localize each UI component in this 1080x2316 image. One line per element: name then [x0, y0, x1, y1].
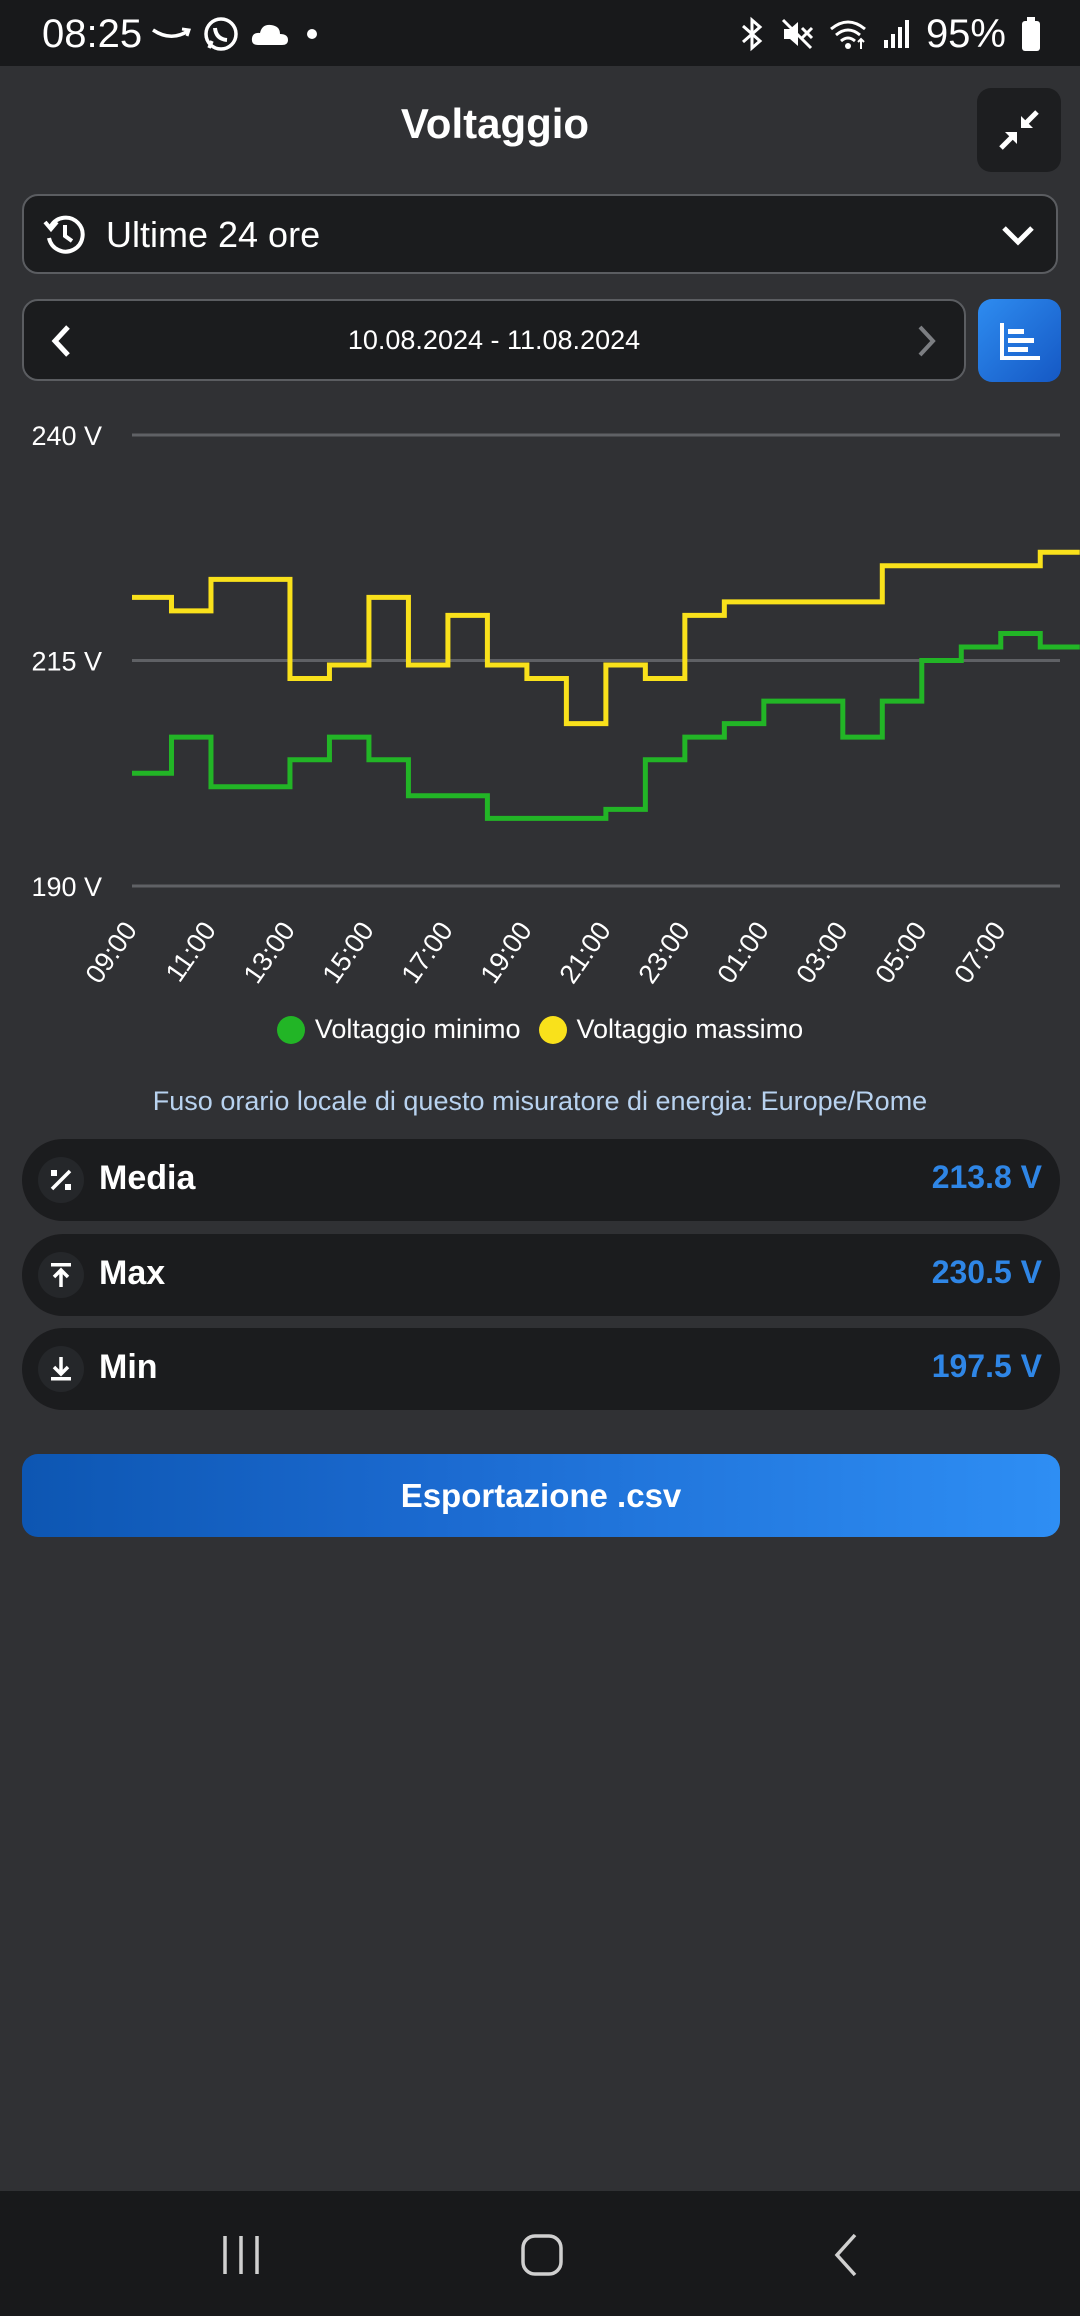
- x-tick-label: 19:00: [474, 916, 537, 989]
- stat-icon-wrap: [38, 1346, 84, 1392]
- voltage-chart-svg: 240 V 215 V 190 V 09:00 11:00 13:00 15:00 17:00…: [31, 421, 1080, 989]
- series-line-min: [132, 630, 1080, 821]
- stat-value: 213.8 V: [931, 1159, 1042, 1195]
- status-right-icons: 95%: [738, 12, 1042, 56]
- legend-label-max: Voltaggio massimo: [576, 1014, 804, 1044]
- bar-chart-icon: [999, 322, 1040, 360]
- stat-name: Min: [99, 1348, 158, 1386]
- stat-average: Media 213.8 V: [22, 1139, 1060, 1221]
- x-tick-label: 23:00: [632, 916, 695, 989]
- chevron-down-icon: [1002, 226, 1034, 246]
- home-icon: [521, 2234, 563, 2276]
- bluetooth-icon: [741, 16, 763, 52]
- y-tick-label: 215 V: [31, 647, 102, 677]
- dot-icon: [307, 29, 317, 39]
- stat-value: 197.5 V: [931, 1348, 1042, 1384]
- recent-apps-icon: [223, 2236, 259, 2274]
- stat-name: Max: [99, 1254, 166, 1292]
- back-button[interactable]: [814, 2223, 878, 2287]
- x-tick-label: 03:00: [790, 916, 853, 989]
- battery-icon: [1022, 17, 1040, 51]
- chart-legend: Voltaggio minimo Voltaggio massimo: [0, 1014, 1080, 1045]
- x-tick-label: 09:00: [80, 916, 143, 989]
- y-tick-label: 240 V: [31, 421, 102, 451]
- chevron-left-icon[interactable]: [48, 323, 76, 359]
- x-tick-label: 01:00: [711, 916, 774, 989]
- legend-item-max[interactable]: Voltaggio massimo: [538, 1014, 804, 1045]
- x-tick-label: 15:00: [317, 916, 380, 989]
- x-tick-label: 21:00: [553, 916, 616, 989]
- arrow-up-bar-icon: [51, 1263, 71, 1287]
- time-range-label: Ultime 24 ore: [106, 214, 321, 255]
- home-button[interactable]: [510, 2223, 574, 2287]
- timezone-note: Fuso orario locale di questo misuratore …: [152, 1086, 928, 1116]
- stat-icon-wrap: [38, 1252, 84, 1298]
- collapse-arrows-icon: [999, 110, 1039, 150]
- stat-min: Min 197.5 V: [22, 1328, 1060, 1410]
- x-tick-label: 17:00: [395, 916, 458, 989]
- chart-type-button[interactable]: [978, 299, 1061, 382]
- x-tick-label: 05:00: [869, 916, 932, 989]
- legend-item-min[interactable]: Voltaggio minimo: [276, 1014, 521, 1045]
- percent-icon: [50, 1169, 72, 1191]
- export-csv-button[interactable]: Esportazione .csv: [22, 1454, 1060, 1537]
- stat-icon-wrap: [38, 1157, 84, 1203]
- arrow-down-bar-icon: [51, 1357, 71, 1381]
- status-time: 08:25: [42, 12, 143, 56]
- legend-label-min: Voltaggio minimo: [314, 1014, 521, 1044]
- series-line-max: [132, 549, 1080, 727]
- date-navigator: 10.08.2024 - 11.08.2024: [22, 299, 966, 381]
- exit-fullscreen-button[interactable]: [977, 88, 1061, 172]
- legend-dot-min: [276, 1015, 305, 1044]
- recent-apps-button[interactable]: [209, 2223, 273, 2287]
- status-left-icons: [150, 14, 324, 54]
- battery-percent: 95%: [925, 11, 1006, 56]
- time-range-select[interactable]: Ultime 24 ore: [22, 194, 1058, 274]
- legend-dot-max: [538, 1015, 567, 1044]
- whatsapp-icon: [204, 17, 238, 51]
- voltage-chart: 240 V 215 V 190 V 09:00 11:00 13:00 15:00 17:00…: [0, 400, 1080, 1000]
- y-tick-label: 190 V: [31, 872, 102, 902]
- back-icon: [834, 2233, 857, 2277]
- wifi-icon: [829, 20, 866, 49]
- status-bar: 08:25 95%: [0, 0, 1080, 66]
- amazon-icon: [152, 27, 191, 38]
- system-navbar: [0, 2191, 1080, 2316]
- stat-value: 230.5 V: [931, 1254, 1042, 1290]
- x-tick-label: 07:00: [948, 916, 1011, 989]
- mute-icon: [781, 18, 813, 50]
- chevron-right-icon[interactable]: [912, 323, 940, 359]
- history-icon: [43, 215, 85, 254]
- stat-max: Max 230.5 V: [22, 1234, 1060, 1316]
- cloud-icon: [251, 24, 288, 45]
- x-tick-label: 13:00: [238, 916, 301, 989]
- x-tick-label: 11:00: [160, 916, 222, 987]
- signal-icon: [883, 20, 909, 48]
- stat-name: Media: [99, 1159, 196, 1197]
- page-title: Voltaggio: [400, 100, 590, 147]
- date-range-label: 10.08.2024 - 11.08.2024: [347, 325, 641, 355]
